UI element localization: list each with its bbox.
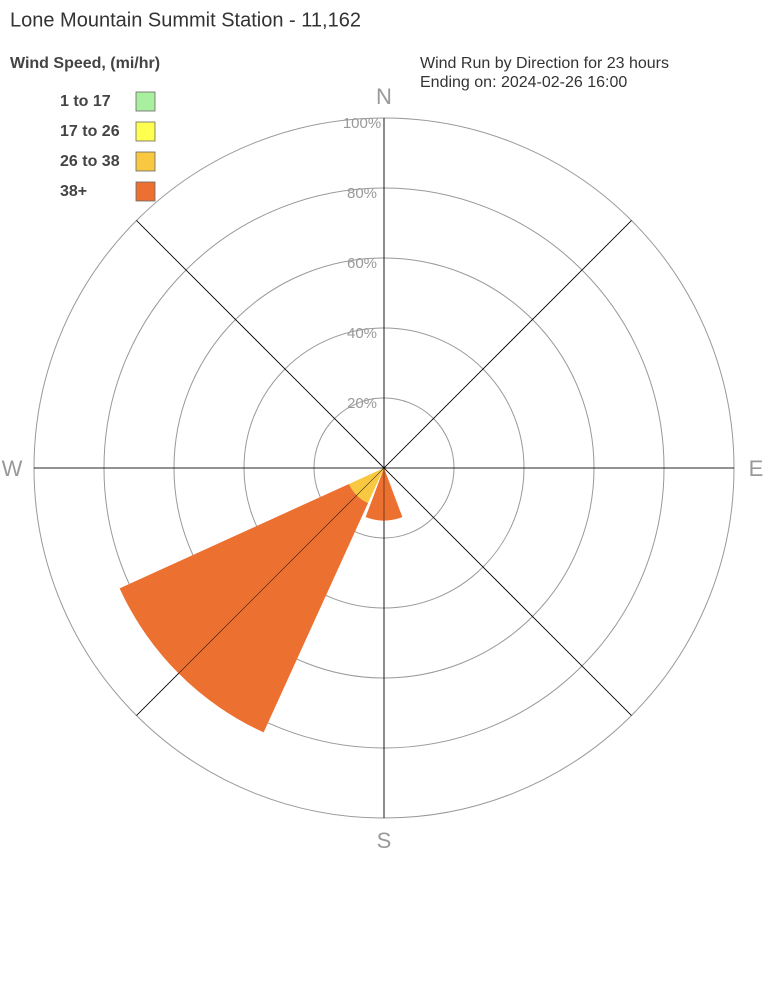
legend-label: 17 to 26	[60, 123, 120, 140]
legend-title: Wind Speed, (mi/hr)	[10, 55, 160, 72]
legend-swatch	[135, 91, 156, 112]
legend-label: 26 to 38	[60, 153, 120, 170]
legend-swatch	[135, 121, 156, 142]
legend-label: 38+	[60, 183, 87, 200]
legend-swatch	[135, 181, 156, 202]
r-tick-label: 40%	[347, 325, 377, 342]
spoke	[383, 220, 632, 469]
spoke	[136, 467, 385, 716]
r-tick-label: 80%	[347, 185, 377, 202]
legend-label: 1 to 17	[60, 93, 111, 110]
spoke	[136, 220, 385, 469]
legend-swatch	[135, 151, 156, 172]
r-tick-label: 20%	[347, 395, 377, 412]
direction-label: S	[377, 828, 392, 853]
subtitle: Ending on: 2024-02-26 16:00	[420, 74, 627, 91]
spoke	[383, 467, 632, 716]
r-tick-label: 60%	[347, 255, 377, 272]
direction-label: W	[2, 456, 23, 481]
r-tick-label: 100%	[343, 115, 381, 132]
chart-title: Lone Mountain Summit Station - 11,162	[10, 9, 361, 31]
direction-label: N	[376, 84, 392, 109]
direction-label: E	[749, 456, 764, 481]
subtitle: Wind Run by Direction for 23 hours	[420, 55, 669, 72]
